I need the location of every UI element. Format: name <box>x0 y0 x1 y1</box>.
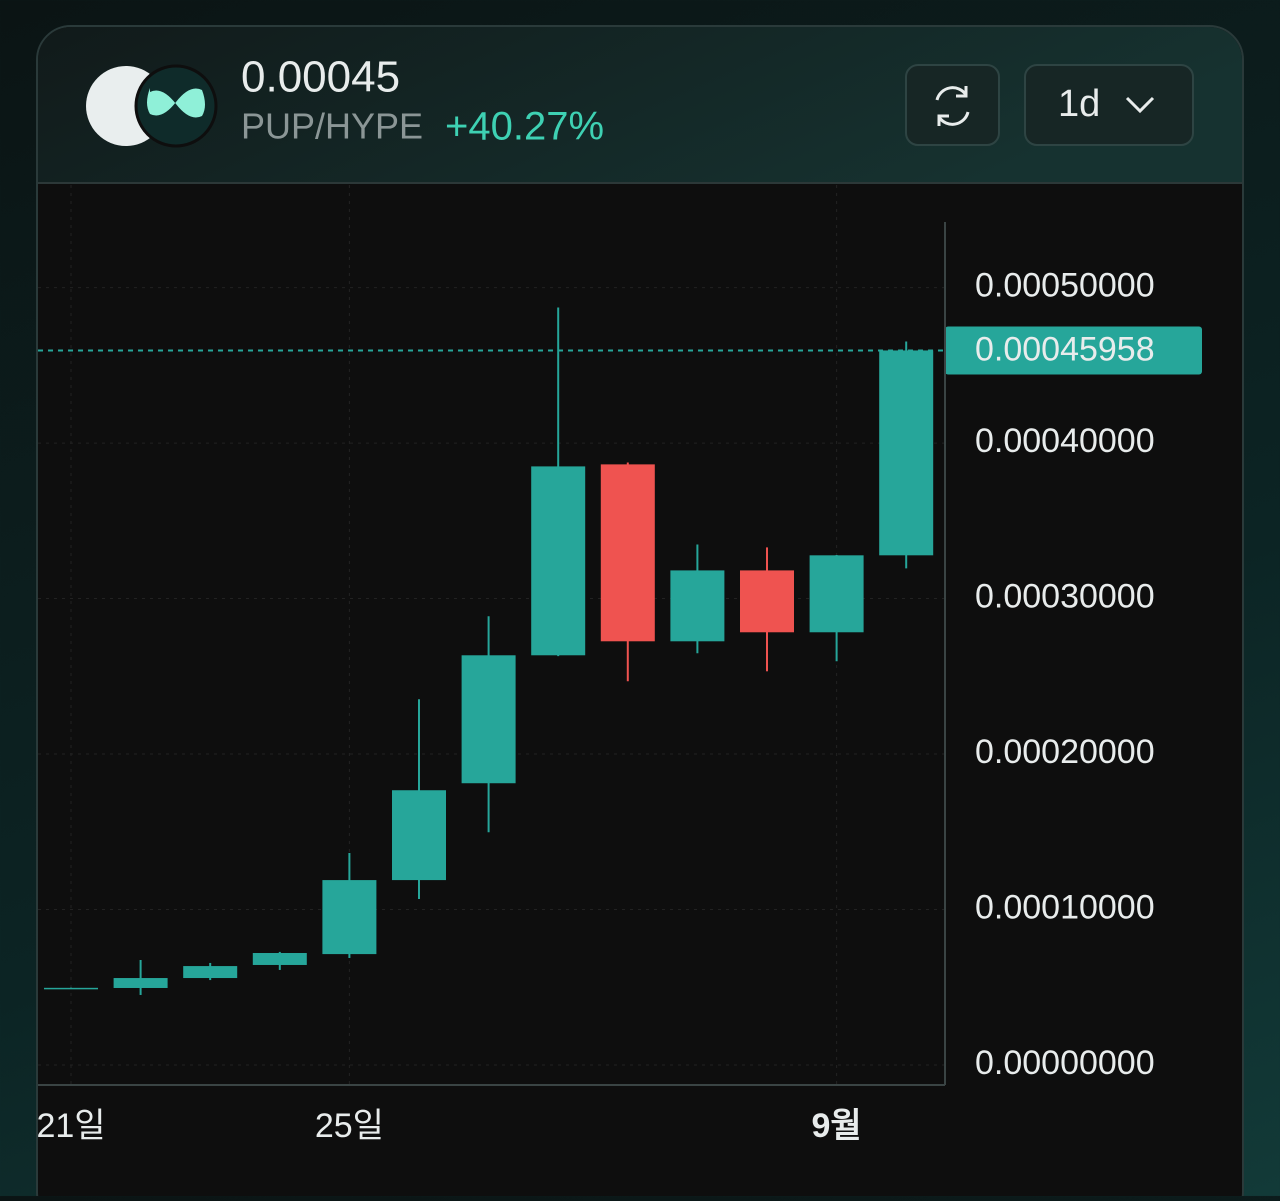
candle-body <box>461 655 516 784</box>
candle-body <box>392 790 446 881</box>
candle-body <box>44 987 98 990</box>
interval: 1d <box>1058 83 1100 125</box>
x-tick-label: 21일 <box>36 1107 105 1145</box>
candle-body <box>740 570 794 633</box>
candle-body <box>879 350 934 556</box>
y-tick-label: 0.00030000 <box>975 578 1155 616</box>
candle-body <box>252 953 307 965</box>
pair: PUP/HYPE <box>241 106 423 147</box>
hype-logo <box>147 88 205 118</box>
refresh-icon <box>935 86 970 126</box>
change: +40.27% <box>445 105 604 149</box>
candle-body <box>113 978 168 988</box>
x-tick-label: 25일 <box>315 1107 384 1145</box>
candle-body <box>322 880 377 955</box>
y-tick-label: 0.00040000 <box>975 422 1155 460</box>
y-tick-label: 0.00000000 <box>975 1044 1155 1082</box>
price: 0.00045 <box>241 53 400 102</box>
chevron <box>1125 96 1155 114</box>
x-tick-label: 9월 <box>811 1107 861 1145</box>
candle-body <box>670 570 725 642</box>
y-tick-label: 0.00010000 <box>975 888 1155 926</box>
y-tick-label: 0.00050000 <box>975 267 1155 305</box>
candle-body <box>531 466 586 656</box>
plot-area <box>38 184 945 1085</box>
last-price-tag <box>945 326 1202 375</box>
last-price-label: 0.00045958 <box>975 330 1155 368</box>
candle-body <box>183 966 238 979</box>
refresh-button[interactable] <box>905 64 1000 146</box>
candle-body <box>600 464 655 642</box>
candle-body <box>809 555 864 633</box>
y-tick-label: 0.00020000 <box>975 733 1155 771</box>
interval-dropdown[interactable] <box>1024 64 1194 146</box>
token-icon <box>134 64 218 148</box>
